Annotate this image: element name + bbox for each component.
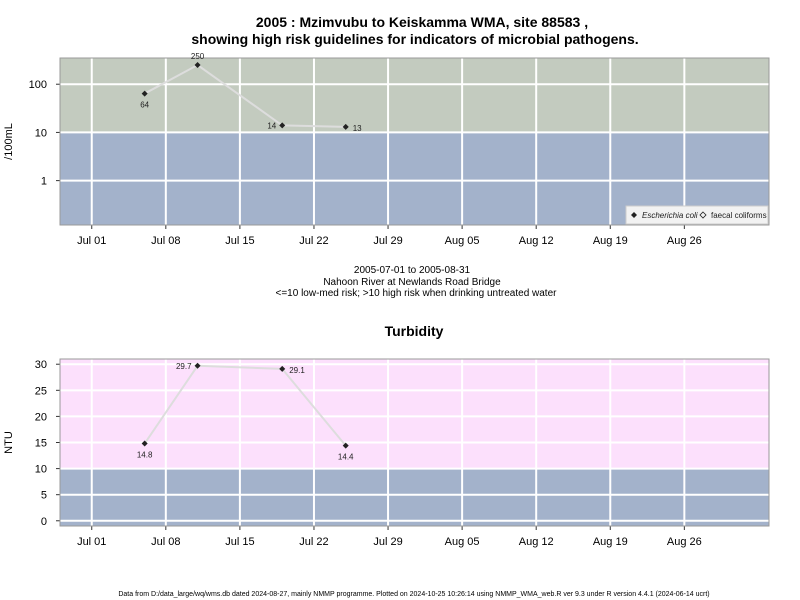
y-tick-label: 15 bbox=[35, 438, 47, 450]
x-tick-label: Jul 22 bbox=[299, 536, 328, 548]
high-risk-zone bbox=[60, 359, 769, 469]
plot-frame bbox=[59, 57, 770, 226]
y-tick-label: 10 bbox=[35, 464, 47, 476]
x-tick-label: Jul 08 bbox=[151, 235, 180, 247]
y-tick-label: 1 bbox=[41, 176, 47, 188]
y-tick-label: 5 bbox=[41, 490, 47, 502]
y-axis-label: /100mL bbox=[3, 123, 15, 160]
data-point bbox=[194, 362, 201, 369]
turbidity-chart: Jul 01 Jul 08 Jul 15 Jul 22 Jul 29 Aug 05 Aug … bbox=[3, 358, 770, 548]
data-point bbox=[141, 90, 148, 97]
x-tick-label: Aug 26 bbox=[667, 235, 702, 247]
legend-entry-faecal: faecal coliforms bbox=[711, 211, 767, 220]
low-risk-zone bbox=[60, 468, 769, 526]
x-tick-label: Jul 22 bbox=[299, 235, 328, 247]
data-point bbox=[194, 62, 201, 69]
data-label: 14 bbox=[267, 121, 276, 130]
series-line bbox=[144, 63, 346, 128]
data-label: 250 bbox=[191, 52, 205, 61]
data-label: 29.1 bbox=[289, 366, 305, 375]
y-tick-label: 30 bbox=[35, 359, 47, 371]
data-label: 13 bbox=[353, 124, 362, 133]
main-title-line-2: showing high risk guidelines for indicat… bbox=[191, 31, 638, 47]
x-tick-label: Jul 15 bbox=[225, 536, 254, 548]
x-tick-label: Jul 01 bbox=[77, 235, 106, 247]
y-tick-label: 0 bbox=[41, 516, 47, 528]
data-label: 64 bbox=[140, 101, 149, 110]
ecoli-chart: Jul 01 Jul 08 Jul 15 Jul 22 Jul 29 Aug 05 Aug … bbox=[3, 52, 770, 247]
x-tick-label: Jul 29 bbox=[373, 235, 402, 247]
x-tick-label: Jul 08 bbox=[151, 536, 180, 548]
legend-marker-filled bbox=[631, 212, 637, 218]
x-tick-label: Aug 19 bbox=[593, 536, 628, 548]
data-point bbox=[279, 122, 286, 129]
legend: Escherichia coli faecal coliforms bbox=[625, 205, 769, 225]
y-tick-label: 20 bbox=[35, 411, 47, 423]
y-axis-label: NTU bbox=[3, 431, 15, 454]
data-label: 14.4 bbox=[338, 453, 354, 462]
data-point bbox=[342, 442, 349, 449]
high-risk-zone bbox=[60, 58, 769, 133]
data-label: 29.7 bbox=[176, 362, 192, 371]
x-tick-label: Jul 29 bbox=[373, 536, 402, 548]
footer-note: Data from D:/data_large/wq/wms.db dated … bbox=[118, 591, 709, 598]
site-caption: Nahoon River at Newlands Road Bridge bbox=[323, 277, 501, 288]
x-tick-label: Aug 26 bbox=[667, 536, 702, 548]
date-range-caption: 2005-07-01 to 2005-08-31 bbox=[354, 265, 471, 276]
risk-note-caption: <=10 low-med risk; >10 high risk when dr… bbox=[276, 288, 558, 299]
y-tick-label: 100 bbox=[29, 79, 47, 91]
x-tick-label: Aug 12 bbox=[519, 235, 554, 247]
data-label: 14.8 bbox=[137, 451, 153, 460]
data-point bbox=[141, 440, 148, 447]
series-line bbox=[143, 364, 347, 447]
plot-frame bbox=[59, 358, 770, 527]
y-tick-label: 10 bbox=[35, 127, 47, 139]
main-title-line-1: 2005 : Mzimvubu to Keiskamma WMA, site 8… bbox=[256, 14, 588, 30]
x-tick-label: Aug 05 bbox=[445, 235, 480, 247]
legend-marker-open bbox=[699, 211, 707, 219]
x-tick-label: Jul 01 bbox=[77, 536, 106, 548]
legend-entry-ecoli: Escherichia coli bbox=[642, 211, 698, 220]
x-tick-label: Aug 19 bbox=[593, 235, 628, 247]
data-point bbox=[279, 365, 286, 372]
x-tick-label: Aug 05 bbox=[445, 536, 480, 548]
x-tick-label: Aug 12 bbox=[519, 536, 554, 548]
x-tick-label: Jul 15 bbox=[225, 235, 254, 247]
y-tick-label: 25 bbox=[35, 385, 47, 397]
turbidity-title: Turbidity bbox=[385, 323, 444, 339]
legend-box bbox=[625, 205, 769, 225]
data-point bbox=[342, 123, 349, 130]
